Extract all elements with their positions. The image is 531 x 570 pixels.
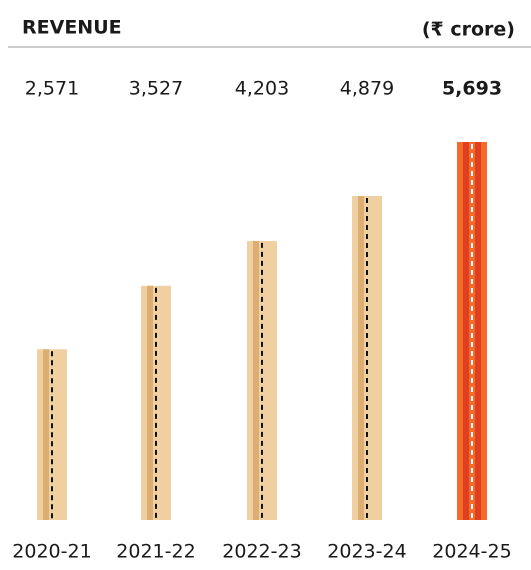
value-label: 5,693 [442,78,502,100]
x-tick-label: 2023-24 [327,541,406,563]
bar-stripe [358,196,364,520]
bar-stripe [253,240,259,521]
x-tick-label: 2022-23 [222,541,301,563]
bar-stripe [43,349,49,520]
value-label: 2,571 [25,78,79,100]
value-label: 4,879 [340,78,394,100]
bar [141,285,171,520]
bar [352,196,382,520]
bar-inner [469,142,475,520]
unit-label: (₹ crore) [422,19,515,41]
value-label: 4,203 [235,78,289,100]
x-tick-label: 2020-21 [12,541,91,563]
x-tick-label: 2021-22 [116,541,195,563]
chart-title: REVENUE [22,17,122,39]
value-label: 3,527 [129,78,183,100]
x-tick-label: 2024-25 [432,541,511,563]
bar-stripe [147,285,153,520]
